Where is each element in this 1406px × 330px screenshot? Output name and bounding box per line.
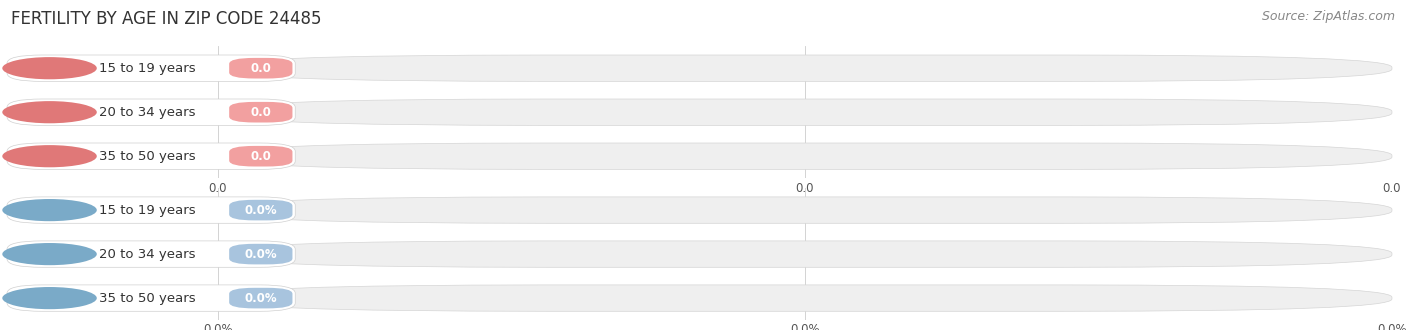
Text: 0.0%: 0.0% (245, 292, 277, 305)
Text: 0.0: 0.0 (796, 182, 814, 194)
FancyBboxPatch shape (218, 241, 1392, 267)
Text: FERTILITY BY AGE IN ZIP CODE 24485: FERTILITY BY AGE IN ZIP CODE 24485 (11, 10, 322, 28)
Text: 20 to 34 years: 20 to 34 years (98, 248, 195, 261)
Text: 35 to 50 years: 35 to 50 years (98, 150, 195, 163)
Text: 0.0%: 0.0% (202, 323, 233, 330)
Text: 0.0: 0.0 (1382, 182, 1402, 194)
Text: 0.0%: 0.0% (1376, 323, 1406, 330)
FancyBboxPatch shape (218, 285, 1392, 311)
Text: 20 to 34 years: 20 to 34 years (98, 106, 195, 119)
Text: 35 to 50 years: 35 to 50 years (98, 292, 195, 305)
Text: 15 to 19 years: 15 to 19 years (98, 204, 195, 216)
Text: 15 to 19 years: 15 to 19 years (98, 62, 195, 75)
Text: 0.0: 0.0 (250, 106, 271, 119)
Text: 0.0%: 0.0% (245, 204, 277, 216)
FancyBboxPatch shape (218, 55, 1392, 82)
FancyBboxPatch shape (218, 99, 1392, 125)
Text: 0.0%: 0.0% (790, 323, 820, 330)
FancyBboxPatch shape (218, 143, 1392, 169)
Text: 0.0%: 0.0% (245, 248, 277, 261)
Text: 0.0: 0.0 (208, 182, 228, 194)
FancyBboxPatch shape (218, 197, 1392, 223)
Text: 0.0: 0.0 (250, 62, 271, 75)
Text: Source: ZipAtlas.com: Source: ZipAtlas.com (1261, 10, 1395, 23)
Text: 0.0: 0.0 (250, 150, 271, 163)
